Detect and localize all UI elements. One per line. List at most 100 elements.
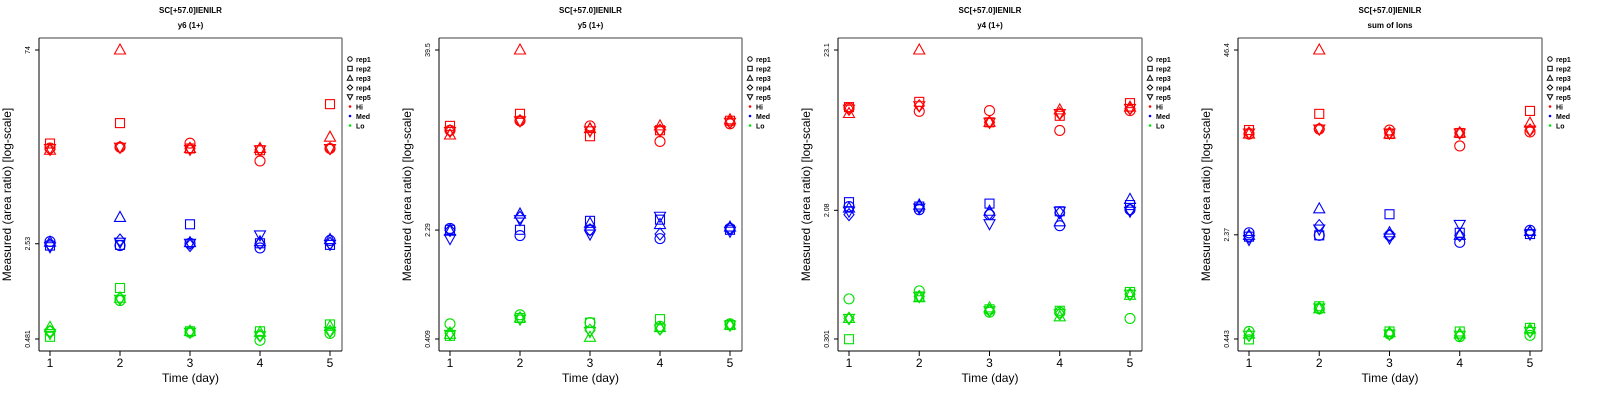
data-point-med-rep2 [654,214,666,225]
y-tick-label: 0.481 [25,330,32,348]
legend-label: rep4 [756,86,771,93]
x-tick-label: 1 [47,356,54,370]
data-point-med-rep4 [444,223,456,238]
data-point-hi-rep2 [44,138,56,149]
data-point-med-rep3 [1123,192,1137,204]
data-point-med-rep2 [843,197,855,208]
data-point-med-rep5 [1383,233,1396,246]
legend-triangle-down-icon [346,94,354,101]
legend-label: Lo [756,124,765,131]
data-point-hi-rep3 [912,42,926,55]
legend-diamond-icon [1546,84,1554,91]
legend: rep1 rep2 rep3 rep4 rep5 Hi Med Lo [1146,56,1171,131]
y-tick-label: 2.37 [1224,228,1231,242]
x-axis-label: Time (day) [162,371,219,385]
y-axis-label: Measured (area ratio) [log-scale] [799,108,813,281]
data-point-med-rep4 [843,207,855,222]
chart-title: SC[+57.0]IENILR [1359,6,1422,15]
data-point-lo-rep1 [913,285,925,297]
data-point-hi-rep3 [183,141,197,154]
data-point-lo-rep5 [1242,330,1256,343]
data-point-lo-rep1 [1524,329,1536,341]
data-point-lo-rep3 [113,291,127,303]
x-axis-label: Time (day) [562,371,619,385]
data-point-med-rep1 [514,230,526,242]
data-point-med-rep3 [653,217,667,230]
chart-subtitle: y4 (1+) [977,21,1003,30]
data-point-hi-rep3 [983,115,996,127]
legend-label: rep4 [1556,86,1571,93]
y-tick-label: 2.08 [824,203,831,217]
data-point-hi-rep5 [513,116,527,128]
chart-title: SC[+57.0]IENILR [559,6,622,15]
data-point-lo-rep2 [44,331,56,342]
legend-circle-icon [347,56,353,62]
data-point-med-rep5 [1053,206,1067,219]
data-point-med-rep5 [43,242,57,254]
data-point-hi-rep3 [653,118,667,131]
x-tick-label: 4 [1456,356,1463,370]
legend-dot-icon [1548,105,1552,108]
data-point-hi-rep5 [183,144,197,157]
legend-diamond-icon [346,84,354,91]
data-point-med-rep2 [1384,209,1395,220]
data-point-lo-rep5 [443,329,457,342]
data-point-lo-rep5 [253,331,267,343]
legend-triangle-down-icon [1146,94,1154,101]
legend-triangle-down-icon [746,94,754,101]
data-point-lo-rep5 [842,313,856,326]
data-point-lo-rep4 [584,323,596,338]
legend-label: Med [1156,114,1170,121]
legend-dot-icon [1148,114,1152,118]
legend-label: rep5 [356,95,371,102]
data-point-lo-rep1 [584,317,596,329]
x-tick-label: 3 [1386,356,1393,370]
chart-subtitle: y5 (1+) [578,21,604,30]
legend-label: rep5 [1556,95,1571,102]
data-point-hi-rep1 [1054,124,1066,137]
data-point-lo-rep5 [1383,329,1396,342]
data-point-lo-rep2 [1243,334,1255,345]
data-point-med-rep4 [1383,228,1396,243]
data-point-hi-rep3 [1453,125,1467,138]
y-tick-label: 0.409 [425,330,432,348]
legend-label: rep1 [1156,57,1171,64]
data-point-med-rep4 [724,221,736,236]
data-point-lo-rep5 [183,327,197,340]
x-tick-label: 2 [916,356,923,370]
data-point-med-rep2 [1124,200,1136,211]
y-tick-label: 74 [25,46,32,54]
legend-label: rep3 [1156,76,1171,83]
legend-label: Lo [1556,124,1565,131]
data-point-lo-rep2 [843,334,855,345]
x-tick-label: 1 [846,356,853,370]
data-point-med-rep5 [323,239,337,252]
legend-dot-icon [348,105,352,108]
x-tick-label: 1 [1246,356,1253,370]
chart-panel-4: SC[+57.0]IENILR sum of Ions 46.4 2.37 0.443 1… [1199,6,1571,385]
x-axis-label: Time (day) [1362,371,1419,385]
legend-label: rep4 [1156,86,1171,93]
legend-dot-icon [1148,124,1152,127]
legend-dot-icon [748,114,752,118]
data-point-hi-rep5 [1453,128,1467,141]
data-point-med-rep4 [1524,225,1536,240]
data-point-lo-rep3 [183,324,197,336]
data-point-hi-rep5 [323,143,337,156]
data-point-med-rep5 [513,215,527,227]
data-point-med-rep3 [443,224,457,236]
data-point-med-rep4 [1313,218,1325,233]
legend-label: Lo [1156,124,1165,131]
data-point-lo-rep3 [323,319,337,331]
data-point-med-rep3 [113,210,127,222]
data-point-med-rep3 [1053,214,1067,227]
data-point-med-rep3 [583,216,597,228]
legend-label: rep1 [756,57,771,64]
y-tick-label: 46.4 [1224,43,1231,57]
data-point-hi-rep2 [514,108,526,119]
x-tick-label: 2 [117,356,124,370]
legend-dot-icon [1148,105,1152,108]
x-tick-label: 2 [1316,356,1323,370]
data-point-lo-rep5 [1312,303,1326,316]
